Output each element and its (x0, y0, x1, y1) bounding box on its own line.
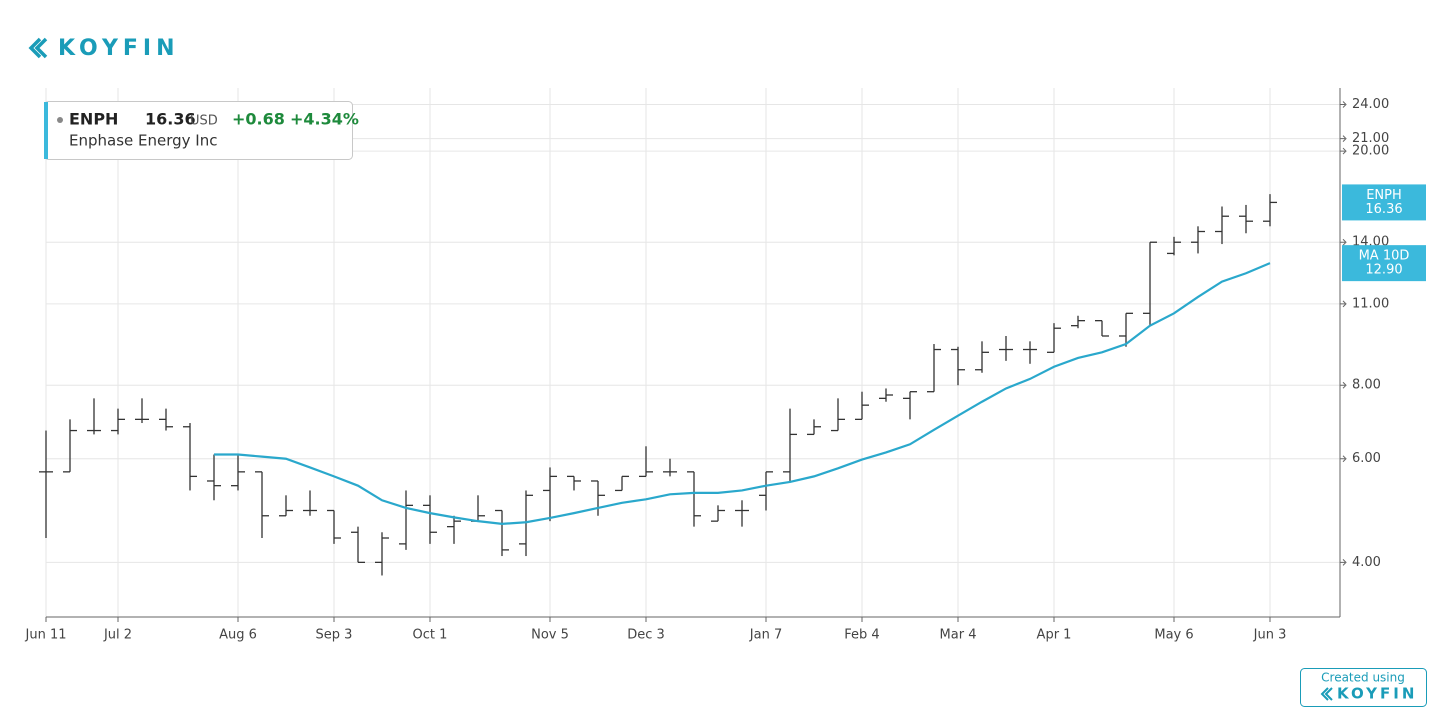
logo: KOYFIN (28, 36, 180, 61)
credit-icon (1320, 687, 1333, 701)
credit-brand: KOYFIN (1337, 685, 1417, 703)
x-tick-label: Jan 7 (749, 628, 782, 643)
x-tick-label: Oct 1 (413, 628, 448, 643)
badge-box (1342, 245, 1426, 282)
y-tick-label: 11.00 (1352, 296, 1389, 311)
y-tick (1340, 101, 1347, 108)
y-tick (1340, 238, 1347, 246)
change: +0.68 (232, 110, 285, 129)
info-box-accent (44, 102, 48, 159)
x-tick-label: Nov 5 (531, 628, 569, 643)
y-tick-label: 24.00 (1352, 97, 1389, 112)
y-tick-label: 6.00 (1352, 451, 1381, 466)
currency: USD (190, 114, 218, 129)
badge-name: MA 10D (1359, 249, 1410, 264)
x-tick-label: Sep 3 (316, 628, 353, 643)
y-tick (1340, 300, 1347, 308)
badge-value: 12.90 (1365, 263, 1402, 278)
y-tick-label: 4.00 (1352, 555, 1381, 570)
x-tick-label: Jun 3 (1253, 628, 1287, 643)
x-tick-label: Feb 4 (844, 628, 879, 643)
credit-frame (1300, 668, 1427, 707)
badge-value: 16.36 (1365, 202, 1402, 217)
x-tick-label: Jun 11 (25, 628, 67, 643)
credit-badge: Created using KOYFIN (1300, 668, 1427, 707)
x-tick-label: Dec 3 (627, 628, 665, 643)
moving-average-line (214, 262, 1271, 525)
y-tick (1340, 147, 1347, 155)
y-tick-label: 20.00 (1352, 144, 1389, 159)
y-tick (1340, 455, 1347, 463)
plot-area: 4.006.008.0011.0014.0020.0021.0024.00Jun… (25, 88, 1426, 643)
brand: KOYFIN (58, 36, 180, 61)
y-tick (1340, 135, 1347, 142)
company: Enphase Energy Inc (69, 132, 217, 150)
change-pct: +4.34% (290, 110, 359, 129)
logo-icon (28, 37, 48, 59)
y-tick-label: 21.00 (1352, 131, 1389, 146)
info-box: ENPH 16.36 USD +0.68 +4.34% Enphase Ener… (44, 101, 359, 160)
x-tick-label: Mar 4 (940, 628, 977, 643)
credit-text: Created using (1321, 671, 1405, 685)
info-dot (57, 117, 63, 123)
price: 16.36 (145, 110, 196, 129)
badge-name: ENPH (1366, 188, 1402, 203)
y-tick (1340, 559, 1347, 566)
x-tick-label: Jul 2 (103, 628, 132, 643)
x-tick-label: Aug 6 (219, 628, 257, 643)
y-tick (1340, 381, 1347, 389)
y-tick-label: 8.00 (1352, 378, 1381, 393)
x-tick-label: Apr 1 (1037, 628, 1072, 643)
x-tick-label: May 6 (1154, 628, 1193, 643)
ticker: ENPH (69, 110, 118, 129)
badge-box (1342, 184, 1426, 221)
